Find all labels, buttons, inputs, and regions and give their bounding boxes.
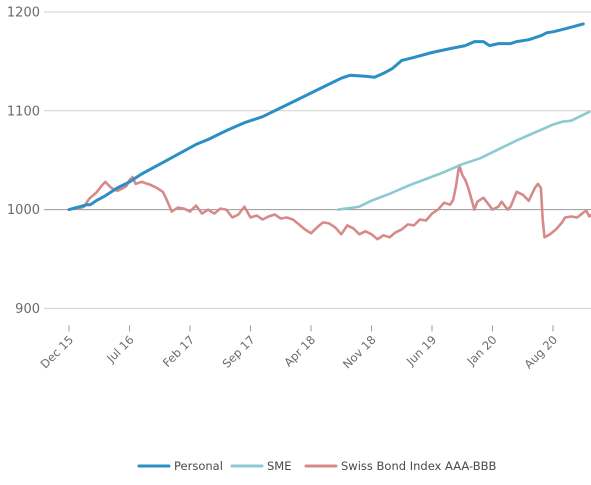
legend-label: SME [267, 459, 292, 473]
y-tick-label: 1100 [7, 104, 40, 119]
series-line-sme [336, 110, 591, 211]
x-tick-label: Sep 17 [219, 333, 257, 371]
legend-label: Swiss Bond Index AAA-BBB [341, 459, 497, 473]
y-tick-label: 900 [15, 302, 40, 317]
series-lines [67, 22, 591, 241]
x-tick-label: Jan 20 [464, 333, 500, 369]
series-line-swiss-bond-index-aaa-bbb [76, 163, 591, 241]
x-tick-label: Jul 16 [103, 333, 136, 366]
x-axis-tick-labels: Dec 15 Jul 16 Feb 17 Sep 17 Apr 18 Nov 18 Jun … [38, 325, 560, 372]
legend-label: Personal [174, 459, 223, 473]
y-axis-tick-labels: 900 1000 1100 1200 [7, 6, 40, 317]
y-tick-label: 1200 [7, 6, 40, 21]
x-tick-label: Feb 17 [160, 333, 197, 370]
x-tick-label: Nov 18 [340, 333, 379, 372]
x-tick-label: Aug 20 [521, 333, 560, 372]
series-line-personal [67, 22, 585, 212]
legend: Personal SME Swiss Bond Index AAA-BBB [137, 459, 497, 473]
x-tick-label: Apr 18 [281, 333, 318, 370]
y-tick-label: 1000 [7, 203, 40, 218]
grid-lines [44, 11, 591, 309]
x-tick-label: Jun 19 [403, 333, 439, 369]
x-tick-label: Dec 15 [38, 333, 77, 372]
